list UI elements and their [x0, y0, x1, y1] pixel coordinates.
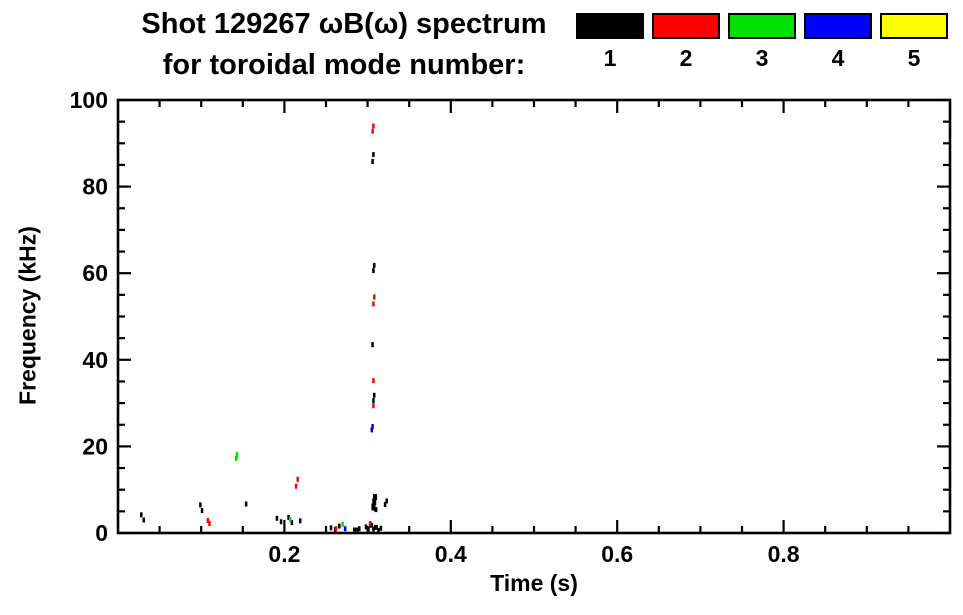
data-point	[364, 524, 368, 530]
data-point	[244, 501, 248, 507]
x-tick-label: 0.6	[601, 541, 633, 567]
data-point	[372, 268, 375, 274]
data-point	[275, 515, 279, 521]
data-point	[140, 512, 143, 518]
data-point	[377, 527, 380, 533]
data-point	[373, 294, 376, 300]
data-point	[199, 502, 202, 508]
x-axis-label: Time (s)	[490, 570, 578, 596]
data-point	[329, 525, 333, 531]
y-tick-label: 80	[82, 174, 108, 200]
chart-title-line1: Shot 129267 ωB(ω) spectrum	[141, 8, 547, 40]
data-point	[372, 398, 375, 404]
data-point	[373, 494, 378, 501]
data-point	[373, 392, 376, 398]
legend-swatch-5	[880, 13, 948, 39]
data-point	[372, 123, 375, 129]
data-point	[370, 427, 374, 433]
y-tick-label: 0	[95, 520, 108, 546]
data-point	[371, 423, 374, 429]
data-point	[371, 128, 374, 134]
data-point	[142, 517, 146, 523]
legend-label-1: 1	[603, 45, 617, 71]
data-point	[385, 498, 388, 504]
data-point	[371, 342, 374, 348]
legend: 1 2 3 4 5	[576, 13, 948, 72]
data-point	[372, 403, 375, 409]
y-tick-label: 60	[82, 260, 108, 286]
data-point	[294, 483, 298, 489]
data-point	[200, 507, 204, 513]
data-point	[288, 517, 292, 523]
data-point	[379, 525, 383, 531]
legend-item-2: 2	[652, 13, 720, 72]
legend-swatch-1	[576, 13, 644, 39]
data-point	[371, 158, 374, 164]
legend-swatch-4	[804, 13, 872, 39]
legend-label-2: 2	[679, 45, 693, 71]
y-tick-label: 100	[70, 87, 108, 113]
data-point	[208, 520, 211, 526]
y-axis-label: Frequency (kHz)	[14, 226, 41, 405]
data-point	[372, 498, 377, 506]
data-point	[358, 526, 361, 532]
data-point	[343, 526, 347, 532]
data-point	[374, 507, 378, 513]
data-point	[352, 527, 359, 532]
data-point	[341, 521, 344, 527]
data-point	[373, 262, 376, 268]
legend-swatch-2	[652, 13, 720, 39]
x-tick-label: 0.4	[435, 541, 467, 567]
data-point	[279, 519, 283, 525]
chart-title-line2: for toroidal mode number:	[162, 49, 526, 81]
legend-swatch-3	[728, 13, 796, 39]
data-point	[372, 378, 375, 384]
y-tick-label: 40	[82, 347, 108, 373]
legend-label-3: 3	[755, 45, 769, 71]
data-point	[298, 518, 302, 524]
data-point	[287, 514, 290, 520]
x-tick-label: 0.8	[768, 541, 800, 567]
data-point	[373, 524, 378, 530]
data-point	[296, 476, 299, 482]
legend-item-1: 1	[576, 13, 644, 72]
data-point	[368, 520, 372, 526]
plot-frame	[116, 98, 952, 535]
data-point	[367, 527, 370, 533]
legend-item-5: 5	[880, 13, 948, 72]
data-point	[290, 520, 294, 526]
data-point	[334, 526, 338, 532]
data-point	[372, 301, 375, 307]
data-point	[372, 526, 375, 532]
legend-item-4: 4	[804, 13, 872, 72]
chart-title: Shot 129267 ωB(ω) spectrum for toroidal …	[108, 4, 580, 86]
legend-label-5: 5	[907, 45, 921, 71]
data-point	[338, 523, 341, 529]
y-tick-label: 20	[82, 433, 108, 459]
data-point	[234, 456, 238, 462]
data-point	[372, 152, 375, 158]
data-point	[383, 501, 387, 507]
data-point	[371, 503, 376, 511]
data-point	[235, 452, 239, 458]
legend-item-3: 3	[728, 13, 796, 72]
legend-label-4: 4	[831, 45, 845, 71]
x-tick-label: 0.2	[268, 541, 300, 567]
data-point	[206, 517, 210, 523]
